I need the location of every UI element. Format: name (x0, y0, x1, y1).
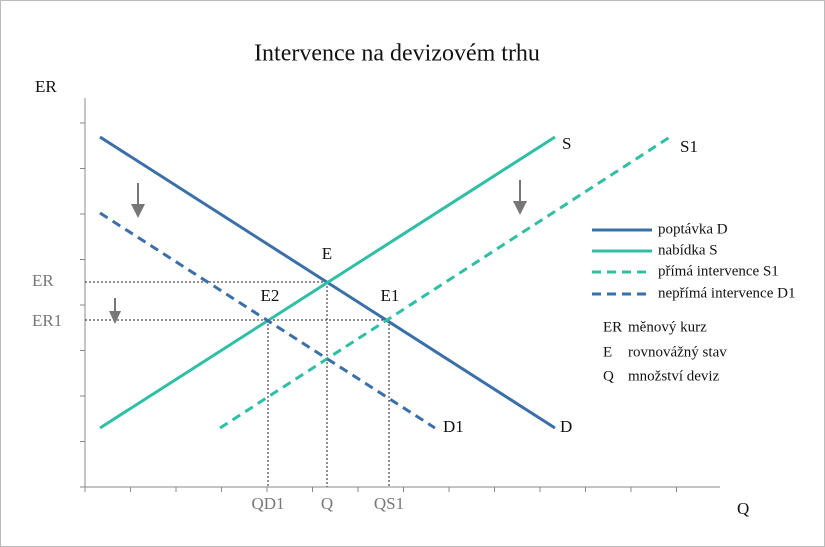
curve-s (99, 135, 556, 430)
x-level-label: QS1 (374, 494, 404, 513)
abbr-text: množství deviz (628, 368, 720, 384)
axes (80, 98, 720, 492)
y-level-label: ER (32, 271, 54, 290)
y-level-label: ER1 (32, 311, 62, 330)
legend-text: nabídka S (658, 242, 718, 258)
x-level-label: QD1 (251, 494, 284, 513)
legend-text: přímá intervence S1 (658, 263, 779, 279)
point-label: E (322, 244, 332, 263)
curve-d1 (99, 211, 436, 430)
x-level-label: Q (321, 494, 333, 513)
x-axis-label: Q (737, 499, 749, 518)
curves (99, 135, 671, 430)
legend-text: nepřímá intervence D1 (658, 285, 795, 301)
curve-label: S1 (680, 137, 698, 156)
abbr-text: rovnovážný stav (628, 344, 727, 360)
curve-label: S (562, 134, 571, 153)
arrows (109, 180, 527, 324)
y-axis-label: ER (35, 77, 57, 96)
point-label: E1 (381, 286, 400, 305)
point-label: E2 (261, 286, 280, 305)
abbr: ER (603, 319, 622, 335)
title: Intervence na devizovém trhu (254, 41, 540, 67)
curve-label: D (560, 417, 572, 436)
abbr: Q (603, 368, 614, 384)
legend: poptávka D nabídka S přímá intervence S1… (592, 221, 795, 384)
abbr-text: měnový kurz (628, 319, 707, 335)
legend-text: poptávka D (658, 221, 728, 237)
abbr: E (603, 344, 612, 360)
curve-label: D1 (443, 417, 464, 436)
